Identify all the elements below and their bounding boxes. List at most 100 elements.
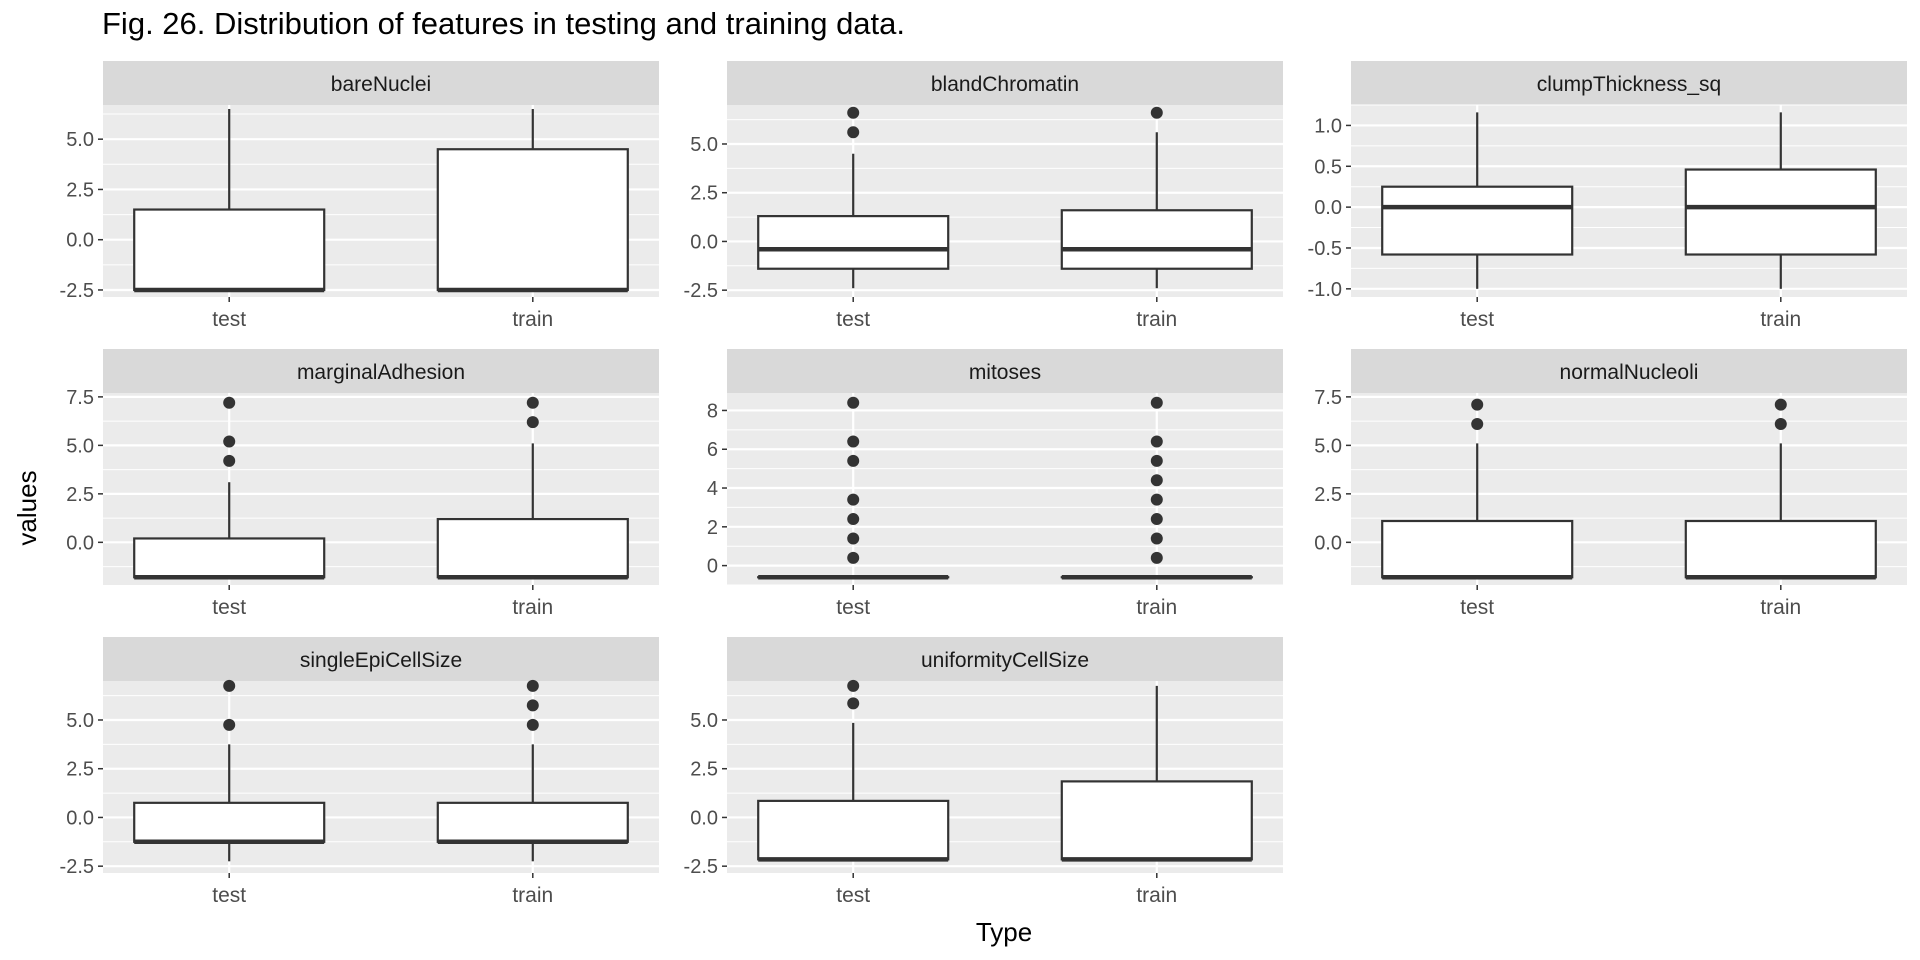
y-tick-label: 5.0 <box>66 710 94 732</box>
y-tick-label: 8 <box>707 400 718 422</box>
boxplot-test <box>757 679 950 862</box>
y-tick-label: 2.5 <box>66 179 94 201</box>
outlier-point <box>223 454 236 467</box>
boxplot-train <box>436 679 629 862</box>
outlier-point <box>1150 532 1163 545</box>
y-tick-label: -2.5 <box>60 856 94 878</box>
boxplot-test <box>757 106 950 289</box>
y-tick-label: 0.0 <box>690 231 718 253</box>
y-tick-label: 7.5 <box>66 387 94 409</box>
outlier-point <box>1150 493 1163 506</box>
y-tick-label: 2.5 <box>1314 484 1342 506</box>
x-tick-label: test <box>212 884 246 907</box>
y-tick-label: 5.0 <box>66 435 94 457</box>
y-tick-label: 0.0 <box>66 230 94 252</box>
y-axis-title: values <box>12 470 42 545</box>
x-tick-label: test <box>1460 596 1494 619</box>
x-tick-label: train <box>512 596 553 619</box>
box <box>1684 168 1877 256</box>
box <box>436 517 629 579</box>
outlier-point <box>1774 418 1787 431</box>
x-tick-label: test <box>212 308 246 331</box>
box <box>1060 209 1253 270</box>
boxplot-train <box>436 396 629 580</box>
boxplot-train <box>1684 112 1877 289</box>
outlier-point <box>847 126 860 139</box>
x-tick-label: test <box>212 596 246 619</box>
facet-strip <box>727 349 1283 393</box>
box <box>1060 780 1253 861</box>
figure-title: Fig. 26. Distribution of features in tes… <box>102 6 906 41</box>
facet-strip-label: clumpThickness_sq <box>1537 73 1721 96</box>
y-tick-label: 0.0 <box>1314 197 1342 219</box>
outlier-point <box>223 435 236 448</box>
boxplot-test <box>133 109 326 293</box>
boxplot-train <box>436 109 629 293</box>
x-tick-label: train <box>1136 596 1177 619</box>
y-tick-label: 0 <box>707 556 718 578</box>
facet-strip-label: normalNucleoli <box>1560 361 1699 384</box>
y-tick-label: 2.5 <box>66 759 94 781</box>
boxplot-train <box>1060 685 1253 862</box>
facet-mitoses: mitoses 0 2 4 6 8 test train <box>707 349 1283 619</box>
facet-blandChromatin: blandChromatin -2.5 0.0 2.5 5.0 test train <box>684 61 1283 331</box>
y-tick-label: 2.5 <box>66 484 94 506</box>
y-tick-label: 5.0 <box>1314 435 1342 457</box>
outlier-point <box>1150 106 1163 119</box>
outlier-point <box>1150 454 1163 467</box>
y-tick-label: 5.0 <box>66 129 94 151</box>
y-tick-label: 6 <box>707 439 718 461</box>
outlier-point <box>847 697 860 710</box>
outlier-point <box>847 679 860 692</box>
x-tick-label: test <box>1460 308 1494 331</box>
x-tick-label: test <box>836 884 870 907</box>
outlier-point <box>847 493 860 506</box>
box <box>133 801 326 843</box>
outlier-point <box>526 396 539 409</box>
outlier-point <box>1471 398 1484 411</box>
y-tick-label: 0.5 <box>1314 156 1342 178</box>
boxplot-test <box>1381 398 1574 580</box>
facet-strip <box>103 349 659 393</box>
box <box>436 801 629 843</box>
outlier-point <box>223 718 236 731</box>
y-tick-label: 0.0 <box>66 807 94 829</box>
y-tick-label: -2.5 <box>684 280 718 302</box>
box <box>133 537 326 579</box>
boxplot-test <box>133 679 326 862</box>
y-tick-label: -0.5 <box>1308 238 1342 260</box>
y-tick-label: 5.0 <box>690 710 718 732</box>
y-tick-label: 0.0 <box>66 532 94 554</box>
box <box>1381 519 1574 579</box>
y-tick-label: 1.0 <box>1314 115 1342 137</box>
panel-background <box>103 681 659 873</box>
outlier-point <box>526 679 539 692</box>
y-tick-label: -2.5 <box>60 280 94 302</box>
outlier-point <box>223 396 236 409</box>
x-tick-label: train <box>1760 308 1801 331</box>
boxplot-train <box>1060 106 1253 289</box>
outlier-point <box>1150 474 1163 487</box>
x-tick-label: train <box>1136 884 1177 907</box>
facet-strip <box>103 61 659 105</box>
x-tick-label: train <box>1136 308 1177 331</box>
x-tick-label: test <box>836 308 870 331</box>
outlier-point <box>1150 513 1163 526</box>
outlier-point <box>526 718 539 731</box>
facet-clumpThickness_sq: clumpThickness_sq -1.0 -0.5 0.0 0.5 1.0 test tr… <box>1308 61 1907 331</box>
outlier-point <box>1471 418 1484 431</box>
box <box>133 208 326 292</box>
facet-strip-label: blandChromatin <box>931 73 1079 96</box>
y-tick-label: 2.5 <box>690 759 718 781</box>
facet-marginalAdhesion: marginalAdhesion 0.0 2.5 5.0 7.5 test train <box>66 349 659 619</box>
x-tick-label: train <box>1760 596 1801 619</box>
facet-strip-label: singleEpiCellSize <box>300 649 462 672</box>
outlier-point <box>1150 551 1163 564</box>
y-tick-label: 5.0 <box>690 134 718 156</box>
facet-normalNucleoli: normalNucleoli 0.0 2.5 5.0 7.5 test train <box>1314 349 1907 619</box>
facet-strip <box>1351 349 1907 393</box>
box <box>1684 519 1877 579</box>
outlier-point <box>847 551 860 564</box>
box <box>1381 185 1574 256</box>
